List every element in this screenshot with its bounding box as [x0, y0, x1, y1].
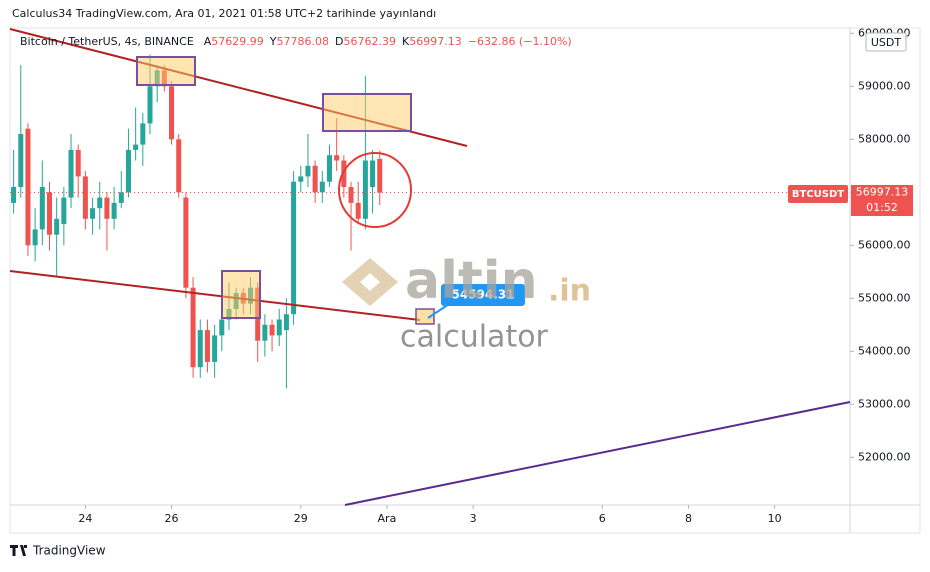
candle-body — [312, 165, 318, 193]
highlight-box — [221, 270, 261, 319]
symbol-info: Bitcoin / TetherUS, 4s, BINANCE — [20, 35, 194, 48]
candle-body — [326, 155, 332, 182]
x-tick-label: 10 — [768, 512, 782, 525]
candle-body — [269, 324, 275, 336]
candle-body — [183, 197, 189, 288]
y-tick-label: 52000.00 — [858, 450, 911, 463]
x-tick-label: Ara — [378, 512, 397, 525]
callout-box — [441, 284, 525, 306]
ohlc-value: 57629.99 — [211, 35, 264, 48]
ohlc-value: 56997.13 — [409, 35, 462, 48]
change: −632.86 (−1.10%) — [468, 35, 572, 48]
candle-body — [125, 149, 131, 193]
ticker-label-box — [788, 185, 848, 203]
candle-body — [298, 176, 304, 182]
candle-body — [276, 319, 282, 336]
candle-body — [197, 330, 203, 368]
ohlc-legend: A 57629.99 Y 57786.08 D 56762.39 K 56997.13 −632… — [204, 35, 572, 48]
candle-body — [319, 181, 325, 193]
ticker-label: BTCUSDT — [792, 189, 844, 200]
trend-line — [9, 270, 421, 321]
x-tick-label: 3 — [470, 512, 477, 525]
candle-body — [118, 192, 124, 203]
candle-body — [305, 165, 311, 177]
candle-body — [169, 86, 175, 140]
footer-brand[interactable]: TradingView — [32, 544, 106, 558]
y-tick-label: 56000.00 — [858, 238, 911, 251]
candle-body — [291, 181, 297, 315]
ohlc-prefix: D — [335, 35, 343, 48]
candle-body — [46, 192, 52, 235]
candle-body — [97, 197, 103, 209]
x-tick-label: 29 — [294, 512, 308, 525]
ohlc-value: 56762.39 — [344, 35, 397, 48]
candle-body — [39, 187, 45, 230]
y-tick-label: 59000.00 — [858, 79, 911, 92]
candle-body — [25, 128, 31, 246]
candle-body — [348, 187, 354, 203]
countdown: 01:52 — [866, 201, 898, 214]
watermark: altin .in calculator — [342, 251, 591, 355]
drawings: 54594.31 — [9, 28, 851, 506]
chart-frame — [9, 27, 921, 534]
candle-body — [11, 187, 17, 203]
ohlc-value: 57786.08 — [277, 35, 330, 48]
highlight-circle — [338, 152, 412, 228]
x-tick-label: 8 — [685, 512, 692, 525]
candle-body — [18, 134, 24, 187]
callout-text: 54594.31 — [451, 288, 514, 302]
watermark-text: .in — [548, 274, 591, 309]
candle-body — [362, 160, 368, 219]
watermark-logo — [342, 258, 398, 306]
candle-body — [68, 149, 74, 198]
candle-body — [147, 86, 153, 124]
last-price-box — [851, 185, 913, 216]
candle-body — [61, 197, 67, 225]
highlight-box — [136, 56, 196, 86]
candle-body — [334, 155, 340, 161]
candle-body — [355, 202, 361, 219]
y-tick-label: 58000.00 — [858, 132, 911, 145]
publish-info: Calculus34 TradingView.com, Ara 01, 2021… — [12, 7, 436, 20]
candle-body — [90, 208, 96, 219]
candle-body — [341, 160, 347, 187]
candle-body — [133, 144, 139, 150]
highlight-box — [322, 93, 412, 132]
watermark-text: altin — [405, 251, 538, 311]
candle-body — [176, 139, 182, 193]
y-tick-label: 54000.00 — [858, 344, 911, 357]
trend-line — [344, 401, 851, 506]
candle-body — [104, 197, 110, 219]
candle-body — [283, 314, 289, 331]
candle-body — [204, 330, 210, 362]
x-tick-label: 24 — [78, 512, 92, 525]
candle-body — [111, 202, 117, 219]
y-tick-label: 55000.00 — [858, 291, 911, 304]
candle-body — [262, 324, 268, 341]
highlight-box — [415, 308, 435, 325]
candle-body — [212, 335, 218, 362]
watermark-text: calculator — [400, 320, 549, 355]
ohlc-prefix: K — [402, 35, 410, 48]
candle-body — [54, 218, 60, 235]
candle-body — [377, 158, 383, 193]
ohlc-prefix: Y — [269, 35, 277, 48]
ohlc-prefix: A — [204, 35, 212, 48]
candle-body — [140, 123, 146, 145]
x-tick-label: 6 — [599, 512, 606, 525]
candle-body — [219, 319, 225, 336]
candle-body — [75, 149, 81, 177]
candle-body — [190, 287, 196, 368]
currency: USDT — [871, 36, 902, 49]
candle-body — [370, 160, 376, 187]
last-price-label: 56997.13 — [856, 185, 909, 198]
x-tick-label: 26 — [165, 512, 179, 525]
y-tick-label: 53000.00 — [858, 397, 911, 410]
candle-body — [82, 176, 88, 219]
tv-logo — [10, 545, 27, 556]
candle-body — [32, 229, 38, 246]
currency-box — [865, 32, 907, 52]
